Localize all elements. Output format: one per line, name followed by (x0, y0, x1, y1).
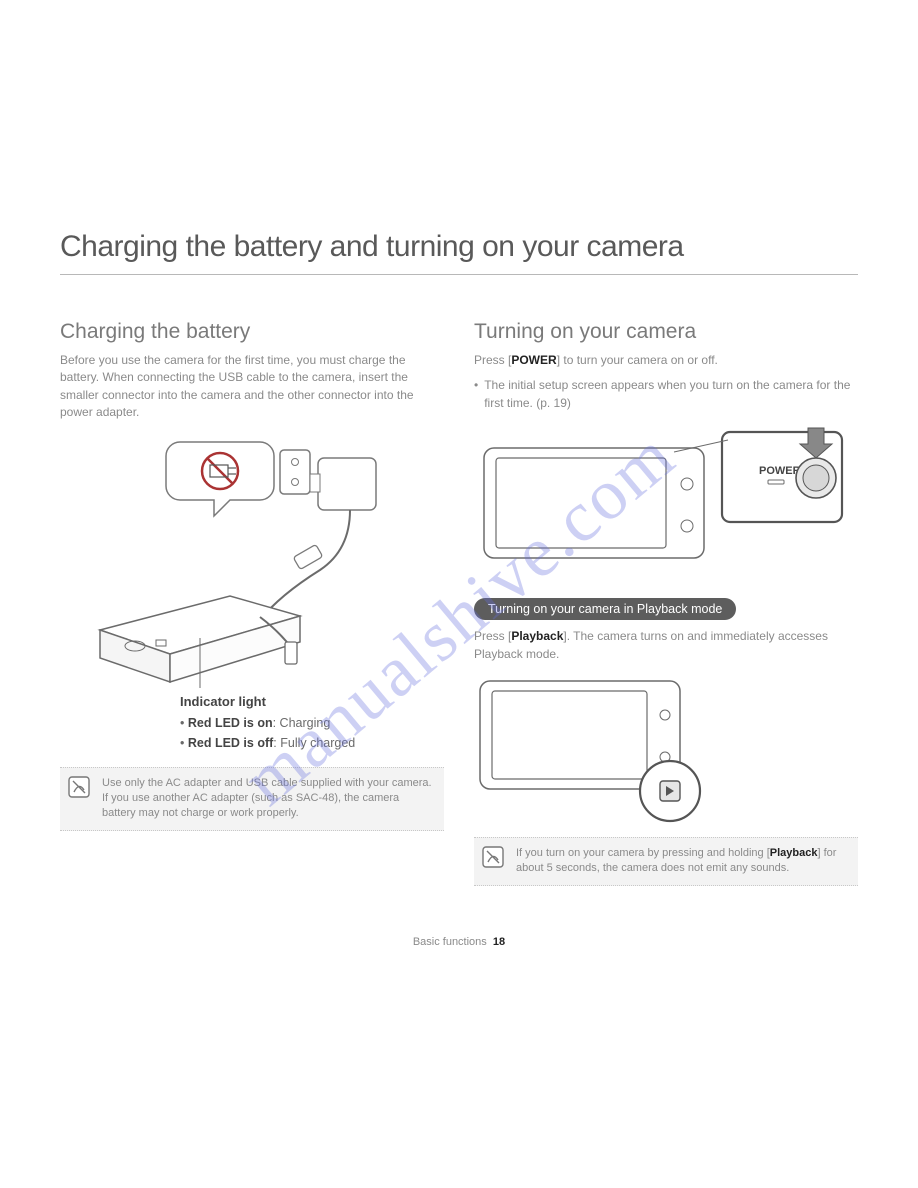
power-pre: Press [ (474, 353, 511, 367)
footer-page-number: 18 (493, 936, 505, 948)
power-bold: POWER (511, 353, 556, 367)
power-label-svg: POWER (759, 465, 801, 477)
playback-note: If you turn on your camera by pressing a… (474, 837, 858, 886)
left-column: Charging the battery Before you use the … (60, 320, 444, 886)
pb-note-pre: If you turn on your camera by pressing a… (516, 847, 770, 859)
led-on-value: : Charging (273, 716, 331, 730)
note-icon (68, 776, 90, 798)
right-column: Turning on your camera Press [POWER] to … (474, 320, 858, 886)
playback-diagram (474, 673, 858, 823)
note-icon (482, 846, 504, 868)
footer-section: Basic functions (413, 936, 487, 948)
led-on-label: Red LED is on (188, 716, 273, 730)
power-post: ] to turn your camera on or off. (557, 353, 718, 367)
pb-bold: Playback (511, 629, 563, 643)
indicator-led-on: • Red LED is on: Charging (180, 713, 444, 733)
page-title: Charging the battery and turning on your… (60, 230, 858, 275)
charging-note-text: Use only the AC adapter and USB cable su… (102, 777, 432, 820)
bullet-dot: • (474, 377, 478, 412)
pb-note-bold: Playback (770, 847, 818, 859)
power-diagram: POWER (474, 422, 858, 572)
charging-heading: Charging the battery (60, 320, 444, 344)
led-off-value: : Fully charged (273, 736, 355, 750)
setup-bullet: • The initial setup screen appears when … (474, 377, 858, 412)
setup-bullet-text: The initial setup screen appears when yo… (484, 377, 858, 412)
playback-instruction: Press [Playback]. The camera turns on an… (474, 628, 858, 663)
power-instruction: Press [POWER] to turn your camera on or … (474, 352, 858, 369)
charging-diagram (60, 432, 444, 692)
content-columns: Charging the battery Before you use the … (60, 320, 858, 886)
turning-on-heading: Turning on your camera (474, 320, 858, 344)
pb-pre: Press [ (474, 629, 511, 643)
led-off-label: Red LED is off (188, 736, 273, 750)
page-footer: Basic functions 18 (0, 936, 918, 948)
indicator-led-off: • Red LED is off: Fully charged (180, 733, 444, 753)
playback-mode-pill: Turning on your camera in Playback mode (474, 598, 736, 620)
indicator-light-block: Indicator light • Red LED is on: Chargin… (180, 694, 444, 753)
charging-intro: Before you use the camera for the first … (60, 352, 444, 422)
indicator-title: Indicator light (180, 694, 444, 709)
charging-note: Use only the AC adapter and USB cable su… (60, 767, 444, 831)
